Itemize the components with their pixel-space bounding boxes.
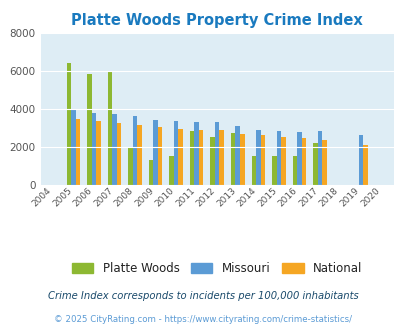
Bar [210,137,214,185]
Bar [214,122,219,185]
Bar [169,156,173,185]
Bar [358,135,362,185]
Bar [132,115,137,185]
Bar [312,143,317,185]
Bar [190,131,194,185]
Bar [321,140,326,185]
Bar [92,113,96,185]
Bar [198,130,203,185]
Title: Platte Woods Property Crime Index: Platte Woods Property Crime Index [71,13,362,28]
Bar [235,126,239,185]
Bar [260,135,264,185]
Bar [112,114,117,185]
Bar [178,129,183,185]
Bar [271,156,276,185]
Bar [128,147,132,185]
Bar [71,110,75,185]
Bar [158,127,162,185]
Bar [107,72,112,185]
Bar [149,160,153,185]
Text: Crime Index corresponds to incidents per 100,000 inhabitants: Crime Index corresponds to incidents per… [47,291,358,301]
Bar [292,156,296,185]
Bar [301,138,305,185]
Bar [296,132,301,185]
Bar [153,120,158,185]
Bar [137,125,141,185]
Bar [276,131,280,185]
Bar [280,137,285,185]
Bar [230,133,235,185]
Bar [251,156,256,185]
Bar [239,134,244,185]
Bar [87,74,92,185]
Bar [317,131,321,185]
Legend: Platte Woods, Missouri, National: Platte Woods, Missouri, National [67,257,367,280]
Bar [66,63,71,185]
Bar [362,145,367,185]
Bar [96,121,100,185]
Text: © 2025 CityRating.com - https://www.cityrating.com/crime-statistics/: © 2025 CityRating.com - https://www.city… [54,315,351,324]
Bar [117,123,121,185]
Bar [75,119,80,185]
Bar [194,122,198,185]
Bar [219,130,224,185]
Bar [173,121,178,185]
Bar [256,130,260,185]
